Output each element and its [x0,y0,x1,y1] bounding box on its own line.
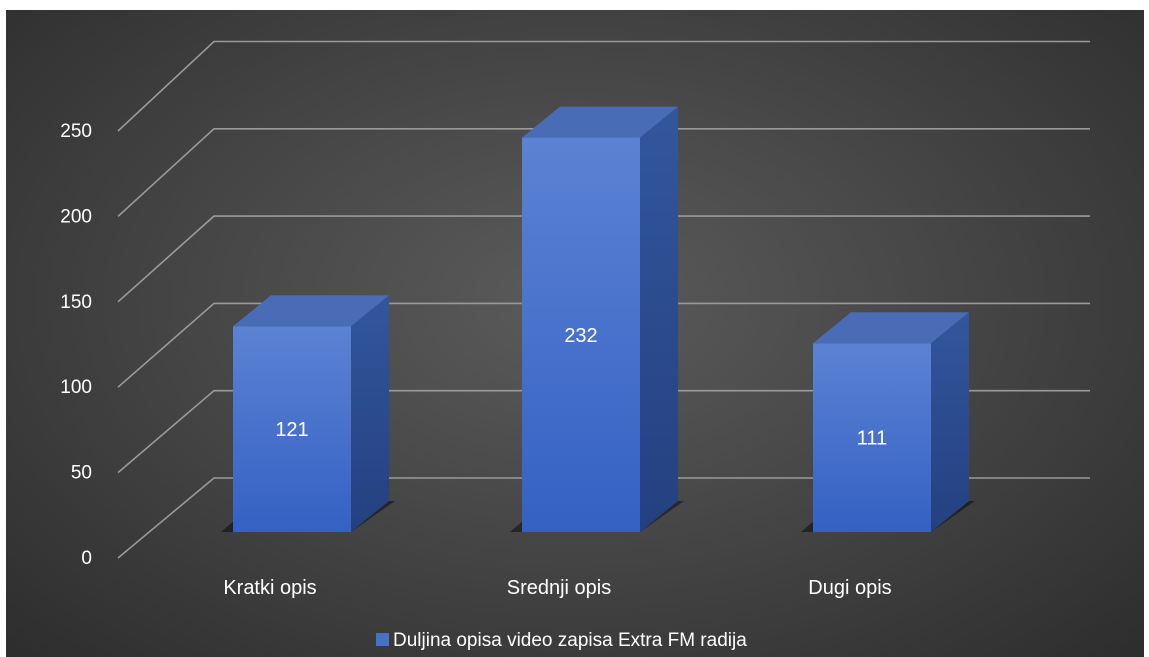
bar-side [931,312,969,532]
gridline [117,40,1090,132]
legend-swatch [376,633,389,646]
bar-top [813,312,969,344]
gridline [117,215,1090,303]
y-tick-label: 100 [60,377,92,398]
y-tick-label: 50 [71,463,92,484]
chart-svg: 0 50 100 150 200 250 121 232 111 Kratki opis Sre… [60,40,1090,651]
bar-top [522,106,678,138]
legend-label: Duljina opisa video zapisa Extra FM radi… [393,630,747,651]
bars: 121 232 111 [221,106,975,532]
y-axis-ticks: 0 50 100 150 200 250 [60,121,92,569]
chart-area: 0 50 100 150 200 250 121 232 111 Kratki opis Sre… [6,10,1144,657]
data-label: 121 [275,419,308,441]
bar-side [351,295,389,532]
bar [522,137,640,532]
y-tick-label: 150 [60,292,92,313]
y-tick-label: 0 [81,548,92,569]
x-category-label: Kratki opis [223,577,316,599]
legend: Duljina opisa video zapisa Extra FM radi… [376,630,747,651]
gridline [117,477,1090,559]
data-label: 111 [857,428,887,450]
gridline [117,128,1090,217]
gridlines [117,40,1090,559]
bar [233,326,351,532]
x-category-label: Dugi opis [808,577,891,599]
data-label: 232 [564,325,597,347]
x-category-label: Srednji opis [507,577,612,599]
y-tick-label: 200 [60,206,92,227]
gridline [117,302,1090,388]
bar [813,343,931,532]
y-tick-label: 250 [60,121,92,142]
bar-side [640,106,678,532]
x-axis-categories: Kratki opis Srednji opis Dugi opis [223,577,891,599]
bar-top [233,295,389,327]
gridline [117,389,1090,474]
